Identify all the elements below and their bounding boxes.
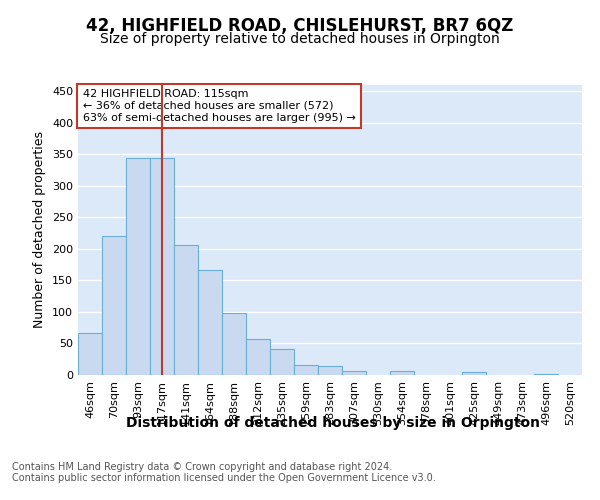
Bar: [534, 374, 558, 375]
Text: Size of property relative to detached houses in Orpington: Size of property relative to detached ho…: [100, 32, 500, 46]
Bar: [150, 158, 174, 375]
Bar: [246, 339, 270, 375]
Text: 42 HIGHFIELD ROAD: 115sqm
← 36% of detached houses are smaller (572)
63% of semi: 42 HIGHFIELD ROAD: 115sqm ← 36% of detac…: [83, 90, 356, 122]
Bar: [102, 236, 126, 375]
Bar: [270, 349, 294, 375]
Bar: [318, 366, 342, 375]
Text: Contains HM Land Registry data © Crown copyright and database right 2024.
Contai: Contains HM Land Registry data © Crown c…: [12, 462, 436, 483]
Bar: [342, 371, 366, 375]
Bar: [294, 365, 318, 375]
Bar: [462, 372, 486, 375]
Bar: [78, 333, 102, 375]
Y-axis label: Number of detached properties: Number of detached properties: [34, 132, 46, 328]
Bar: [222, 312, 246, 375]
Bar: [390, 371, 414, 375]
Text: Distribution of detached houses by size in Orpington: Distribution of detached houses by size …: [126, 416, 540, 430]
Bar: [174, 244, 198, 375]
Text: 42, HIGHFIELD ROAD, CHISLEHURST, BR7 6QZ: 42, HIGHFIELD ROAD, CHISLEHURST, BR7 6QZ: [86, 18, 514, 36]
Bar: [126, 158, 150, 375]
Bar: [198, 270, 222, 375]
